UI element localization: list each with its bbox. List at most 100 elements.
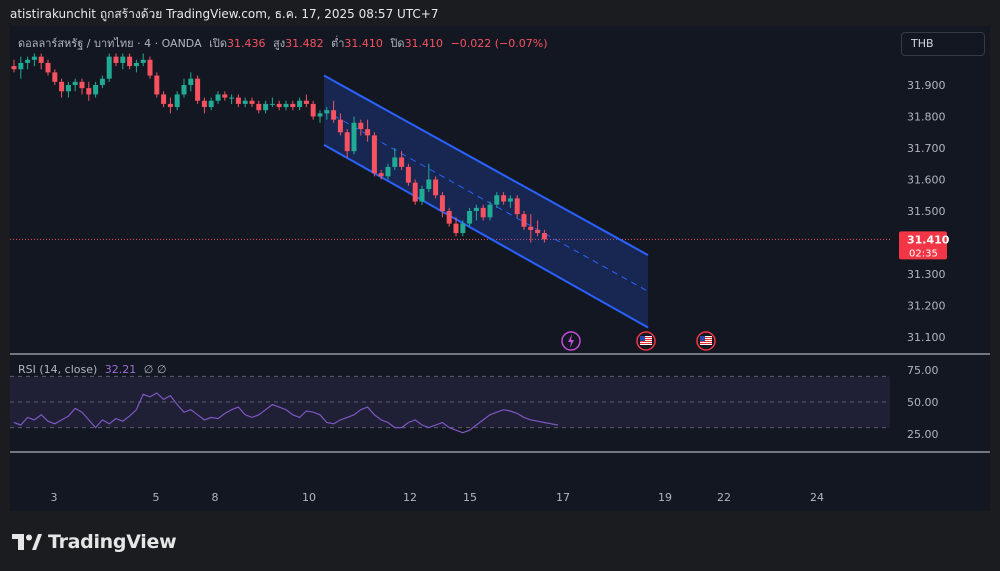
event-us-flag-icon[interactable] xyxy=(696,331,716,351)
candle-body xyxy=(331,110,337,120)
candle xyxy=(127,53,133,70)
rsi-legend: RSI (14, close) 32.21 ∅ ∅ xyxy=(18,363,166,376)
candle xyxy=(181,78,187,98)
grid-layer xyxy=(10,238,990,453)
candle xyxy=(453,217,459,237)
candle xyxy=(65,81,71,98)
candle-body xyxy=(11,66,17,70)
candle-body xyxy=(521,214,527,227)
candle xyxy=(303,94,309,108)
low-label: ต่ำ xyxy=(331,37,345,50)
rsi-value: 32.21 xyxy=(104,363,137,376)
candle xyxy=(283,100,289,111)
candle xyxy=(337,113,343,136)
chart-frame[interactable]: 31.90031.80031.70031.60031.50031.40031.3… xyxy=(10,26,990,511)
candle-body xyxy=(473,207,479,211)
candle xyxy=(507,195,513,208)
candle-body xyxy=(222,94,228,98)
event-lightning-icon[interactable] xyxy=(561,331,581,351)
candle xyxy=(229,94,235,104)
tradingview-logo-text: TradingView xyxy=(48,531,177,553)
rsi-tick-label: 50.00 xyxy=(907,396,939,409)
candle xyxy=(59,78,65,98)
candle-body xyxy=(501,195,507,202)
event-us-flag-icon[interactable] xyxy=(636,331,656,351)
candle xyxy=(188,72,194,92)
candle xyxy=(133,59,139,73)
candle-body xyxy=(371,135,377,174)
change-value: −0.022 (−0.07%) xyxy=(450,37,548,50)
candle xyxy=(140,53,146,67)
candle-body xyxy=(290,103,296,108)
candle-body xyxy=(59,81,65,92)
candle xyxy=(120,53,126,70)
candle-body xyxy=(392,157,398,167)
high-label: สูง xyxy=(273,37,286,50)
candle-body xyxy=(154,75,160,95)
candle xyxy=(405,163,411,186)
x-tick-label: 24 xyxy=(810,491,824,504)
candle-body xyxy=(351,122,357,152)
candle xyxy=(52,69,58,85)
tradingview-logo[interactable]: TradingView xyxy=(12,530,177,554)
candle-body xyxy=(541,233,547,240)
candle-body xyxy=(303,100,309,104)
symbol-name[interactable]: ดอลลาร์สหรัฐ / บาทไทย · 4 · OANDA xyxy=(18,37,202,50)
candle-body xyxy=(365,129,371,136)
candle-body xyxy=(235,97,241,104)
y-tick-label: 31.800 xyxy=(907,111,946,124)
candle-body xyxy=(188,78,194,85)
rsi-label[interactable]: RSI (14, close) xyxy=(18,363,98,376)
candle-body xyxy=(52,72,58,82)
candle-body xyxy=(399,157,405,167)
y-tick-label: 31.300 xyxy=(907,268,946,281)
candle-body xyxy=(18,62,24,70)
candle-body xyxy=(93,85,99,95)
close-label: ปิด xyxy=(390,37,405,50)
candle xyxy=(18,56,24,79)
event-markers[interactable] xyxy=(561,331,716,351)
candle xyxy=(460,220,466,237)
candle xyxy=(11,59,17,73)
candle-body xyxy=(113,56,119,63)
candle-body xyxy=(229,97,235,99)
x-tick-label: 17 xyxy=(556,491,570,504)
candle xyxy=(446,207,452,227)
rsi-extra: ∅ ∅ xyxy=(143,363,167,376)
y-tick-label: 31.100 xyxy=(907,331,946,344)
candle xyxy=(263,100,269,114)
candle-body xyxy=(45,62,51,73)
y-tick-label: 31.600 xyxy=(907,174,946,187)
open-value: 31.436 xyxy=(227,37,266,50)
candle-body xyxy=(378,173,384,177)
candle xyxy=(317,110,323,123)
candle xyxy=(399,151,405,171)
candle-body xyxy=(161,94,167,104)
tradingview-logo-icon xyxy=(12,534,42,550)
candle xyxy=(201,97,207,114)
candle xyxy=(331,100,337,123)
candle-body xyxy=(86,88,92,95)
candle xyxy=(514,195,520,218)
candle-body xyxy=(174,94,180,108)
candle xyxy=(494,192,500,208)
currency-button[interactable]: THB xyxy=(901,32,985,56)
parallel-channel[interactable] xyxy=(323,74,649,329)
candle xyxy=(365,119,371,142)
candle xyxy=(378,170,384,180)
chart-canvas[interactable]: 31.90031.80031.70031.60031.50031.40031.3… xyxy=(10,26,990,511)
candle xyxy=(351,116,357,155)
candle-body xyxy=(480,207,486,218)
rsi-pane xyxy=(10,375,890,434)
candle xyxy=(412,179,418,205)
candle-body xyxy=(99,78,105,85)
price-label-countdown: 02:35 xyxy=(909,248,938,259)
x-tick-label: 3 xyxy=(51,491,58,504)
candle xyxy=(79,78,85,95)
candle xyxy=(235,94,241,108)
candle-body xyxy=(344,132,350,152)
candle-body xyxy=(208,100,214,108)
price-label-box xyxy=(899,231,947,260)
candle xyxy=(25,56,31,70)
candle xyxy=(242,97,248,108)
